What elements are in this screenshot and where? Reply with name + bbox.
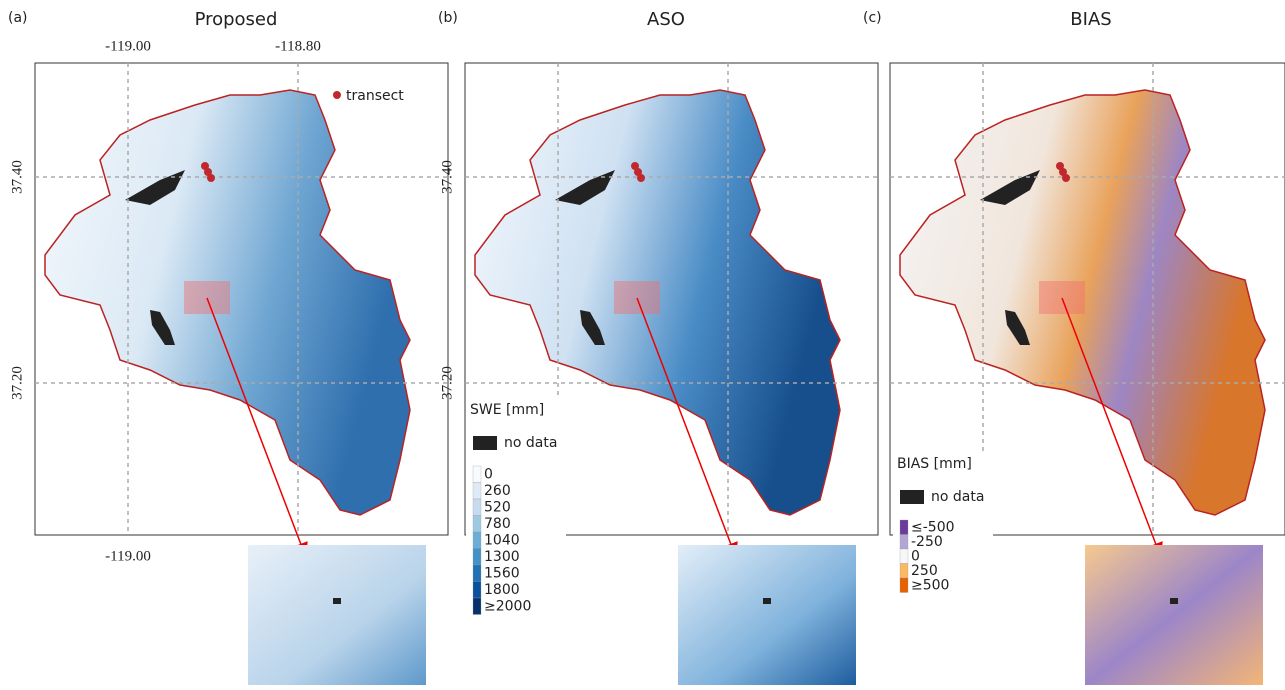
left-tick-label: 37.20 — [439, 366, 455, 400]
transect-point — [1062, 174, 1070, 182]
legend-label: 780 — [484, 516, 511, 532]
legend-label: 1040 — [484, 532, 520, 548]
legend-label: no data — [931, 489, 984, 505]
transect-point — [637, 174, 645, 182]
legend-label: transect — [346, 88, 404, 104]
top-tick-label: -119.00 — [105, 38, 151, 54]
legend-swatch — [473, 516, 481, 533]
zoom-inset — [248, 545, 426, 685]
legend-label: ≥2000 — [484, 598, 531, 614]
legend-swatch — [473, 565, 481, 582]
legend-label: no data — [504, 435, 557, 451]
panels: (a) Proposed -119.00 -118.80 -119.00 37.40 37.… — [8, 9, 1285, 685]
legend-swatch — [900, 520, 908, 535]
page: {"panels": [ {"label": "(a)", "title": "… — [0, 0, 1285, 690]
legend-swatch — [900, 564, 908, 579]
bottom-tick-label: -119.00 — [105, 548, 151, 564]
left-tick-label: 37.40 — [9, 160, 25, 194]
figure: (a) Proposed -119.00 -118.80 -119.00 37.40 37.… — [0, 0, 1285, 690]
panel-title: Proposed — [195, 9, 278, 30]
panel-title: BIAS — [1070, 9, 1111, 30]
transect-point — [207, 174, 215, 182]
legend-swatch — [473, 598, 481, 615]
legend-label: 520 — [484, 499, 511, 515]
legend-label: 1300 — [484, 549, 520, 565]
legend-swatch — [473, 549, 481, 566]
panel-label: (a) — [8, 10, 28, 26]
legend-title: SWE [mm] — [470, 402, 544, 418]
panel-label: (c) — [863, 10, 882, 26]
zoom-inset — [678, 545, 856, 685]
legend-marker — [333, 91, 341, 99]
zoom-region — [1039, 281, 1085, 314]
legend-label: 260 — [484, 483, 511, 499]
legend-swatch — [473, 483, 481, 500]
legend-label: 1800 — [484, 582, 520, 598]
legend-swatch — [900, 535, 908, 550]
legend-swatch — [473, 532, 481, 549]
legend-label: 0 — [484, 466, 493, 482]
legend-swatch — [473, 466, 481, 483]
zoom-region — [614, 281, 660, 314]
legend-swatch — [473, 582, 481, 599]
legend-title: BIAS [mm] — [897, 456, 972, 472]
inset-no-data — [1170, 598, 1178, 604]
legend-label: ≥500 — [911, 577, 949, 593]
legend-label: 1560 — [484, 565, 520, 581]
left-tick-label: 37.40 — [439, 160, 455, 194]
legend-swatch — [473, 499, 481, 516]
panel-label: (b) — [438, 10, 458, 26]
panel-title: ASO — [647, 9, 685, 30]
inset-no-data — [763, 598, 771, 604]
zoom-region — [184, 281, 230, 314]
top-tick-label: -118.80 — [275, 38, 321, 54]
inset-no-data — [333, 598, 341, 604]
panel: (a) Proposed -119.00 -118.80 -119.00 37.40 37.… — [8, 9, 448, 685]
zoom-inset — [1085, 545, 1263, 685]
left-tick-label: 37.20 — [9, 366, 25, 400]
no-data-swatch — [473, 436, 497, 450]
legend-swatch — [900, 549, 908, 564]
no-data-swatch — [900, 490, 924, 504]
legend-swatch — [900, 578, 908, 593]
